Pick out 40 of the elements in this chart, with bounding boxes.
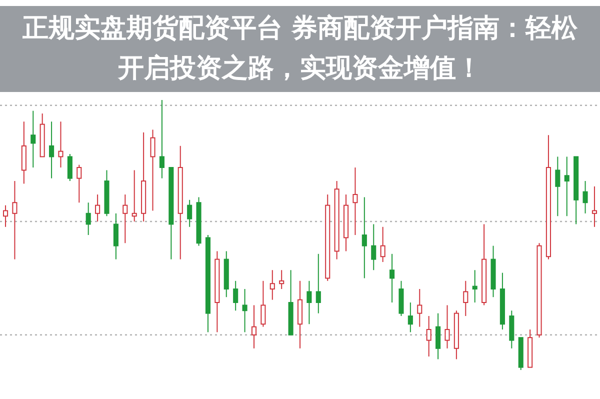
candlestick [390, 253, 395, 303]
candlestick [86, 202, 91, 236]
candlestick [436, 312, 441, 360]
candlestick [279, 270, 284, 290]
candlestick [95, 194, 100, 222]
candlestick [58, 121, 64, 168]
candlestick [426, 316, 432, 357]
candlestick [408, 302, 413, 333]
candlestick [371, 224, 376, 271]
candlestick [30, 110, 36, 168]
candlestick [150, 129, 156, 212]
candlestick [122, 194, 128, 244]
candlestick [592, 186, 598, 228]
candlestick [306, 280, 312, 325]
chart-title: 正规实盘期货配资平台 券商配资开户指南：轻松开启投资之路，实现资金增值！ [21, 14, 579, 84]
candlestick [463, 280, 468, 316]
candlestick [582, 180, 588, 214]
candlestick [67, 154, 72, 182]
candlestick [113, 212, 118, 260]
candlestick [251, 304, 257, 349]
candlestick [380, 226, 386, 262]
candlestick [49, 121, 54, 179]
candlestick [417, 288, 422, 328]
candlestick [233, 280, 238, 312]
candlestick [132, 170, 137, 222]
candlestick [242, 288, 248, 333]
candlestick [159, 100, 164, 179]
candlestick [76, 164, 82, 204]
candlestick [472, 270, 478, 303]
candlestick [362, 196, 367, 279]
candlestick [564, 156, 570, 217]
candlestick [444, 304, 450, 349]
candlestick [352, 167, 358, 236]
candlestick [187, 199, 192, 228]
candlestick [270, 270, 275, 300]
candlestick [316, 253, 321, 314]
candlestick [12, 180, 18, 260]
candlestick [555, 156, 560, 217]
candlestick [2, 204, 8, 228]
candlestick [260, 280, 266, 328]
